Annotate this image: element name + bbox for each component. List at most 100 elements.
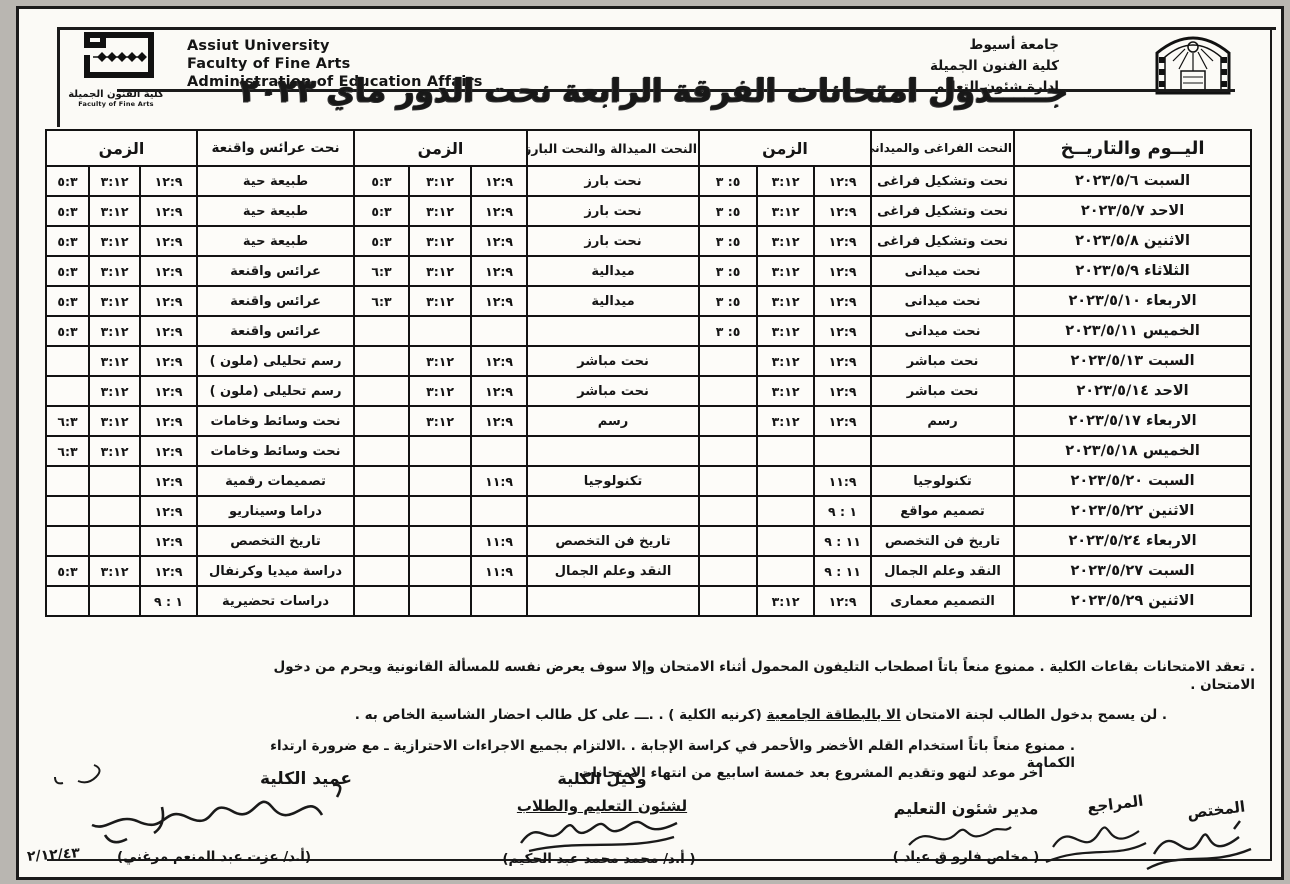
time-cell bbox=[88, 465, 142, 497]
time-cell: ١٢:٩ bbox=[813, 315, 873, 347]
time-cell bbox=[44, 465, 91, 497]
time-cell: ٣:١٢ bbox=[756, 225, 816, 257]
time-cell bbox=[698, 435, 759, 467]
time-cell bbox=[353, 405, 411, 437]
col-header-subject3: نحت عرائس واقنعة bbox=[196, 129, 356, 167]
subject-cell: رسم bbox=[870, 405, 1016, 437]
time-cell bbox=[756, 435, 816, 467]
subject-cell: دراسة ميديا وكرنفال bbox=[196, 555, 356, 587]
exam-table-body: السبت ٢٠٢٣/٥/٦ نحت وتشكيل فراغى ١٢:٩ ٣:١٢ ٥:… bbox=[44, 165, 1253, 617]
time-cell: ١٢:٩ bbox=[139, 495, 199, 527]
day-date-cell: الاربعاء ٢٠٢٣/٥/١٠ bbox=[1013, 285, 1253, 317]
time-cell: ٥:٣ bbox=[44, 285, 91, 317]
faculty-logo-caption-en: Faculty of Fine Arts bbox=[78, 100, 154, 108]
subject-cell: نحت وسائط وخامات bbox=[196, 435, 356, 467]
time-cell bbox=[408, 555, 473, 587]
table-row: الخميس ٢٠٢٣/٥/١١ نحت ميدانى ١٢:٩ ٣:١٢ ٥: ٣ عر… bbox=[44, 315, 1253, 347]
time-cell: ٥:٣ bbox=[44, 195, 91, 227]
day-date-cell: الاربعاء ٢٠٢٣/٥/٢٤ bbox=[1013, 525, 1253, 557]
time-cell: ٣:١٢ bbox=[88, 435, 142, 467]
time-cell bbox=[88, 495, 142, 527]
subject-cell: نحت بارز bbox=[526, 225, 701, 257]
subject-cell: ميدالية bbox=[526, 255, 701, 287]
time-cell: ٥:٣ bbox=[44, 315, 91, 347]
time-cell bbox=[408, 465, 473, 497]
time-cell: ١٢:٩ bbox=[813, 165, 873, 197]
time-cell bbox=[44, 585, 91, 617]
time-cell: ٥:٣ bbox=[353, 225, 411, 257]
time-cell: ٥:٣ bbox=[353, 195, 411, 227]
time-cell bbox=[353, 555, 411, 587]
time-cell: ١٢:٩ bbox=[470, 255, 529, 287]
time-cell bbox=[353, 465, 411, 497]
time-cell: ١٢:٩ bbox=[139, 195, 199, 227]
note-underlined-part: الا بالبطاقة الجامعية bbox=[766, 707, 901, 724]
subject-cell: نحت وتشكيل فراغى bbox=[870, 165, 1016, 197]
header-en-line2: Faculty of Fine Arts bbox=[187, 56, 351, 73]
time-cell: ٥:٣ bbox=[353, 165, 411, 197]
time-cell bbox=[698, 495, 759, 527]
time-cell: ٥: ٣ bbox=[698, 225, 759, 257]
note-id-card: . لن يسمح بدخول الطالب لجنة الامتحان الا… bbox=[354, 707, 1167, 724]
subject-cell: عرائس واقنعة bbox=[196, 285, 356, 317]
time-cell: ١١:٩ bbox=[470, 525, 529, 557]
time-cell bbox=[44, 345, 91, 377]
subject-cell: ميدالية bbox=[526, 285, 701, 317]
signature-role-director: مدير شئون التعليم bbox=[893, 799, 1039, 818]
header-en-line1: Assiut University bbox=[187, 38, 330, 54]
time-cell bbox=[698, 525, 759, 557]
time-cell: ١٢:٩ bbox=[470, 165, 529, 197]
table-row: السبت ٢٠٢٣/٥/٢٧ النقد وعلم الجمال ١١ : ٩ ال… bbox=[44, 555, 1253, 587]
signature-role-dean: عميد الكلية bbox=[260, 769, 352, 789]
time-cell: ٣:١٢ bbox=[756, 165, 816, 197]
time-cell: ٣:١٢ bbox=[408, 345, 473, 377]
time-cell: ١٢:٩ bbox=[139, 255, 199, 287]
subject-cell: تاريخ التخصص bbox=[196, 525, 356, 557]
time-cell: ١١:٩ bbox=[470, 555, 529, 587]
day-date-cell: الاثنين ٢٠٢٣/٥/٢٢ bbox=[1013, 495, 1253, 527]
header-ar-line1: جامعة أسيوط bbox=[969, 37, 1059, 53]
time-cell bbox=[408, 495, 473, 527]
page-title: جـــــدول امتحانات الفرقة الرابعة نحت ال… bbox=[240, 72, 1068, 110]
time-cell: ١ : ٩ bbox=[813, 495, 873, 527]
subject-cell: رسم تحليلى (ملون ) bbox=[196, 345, 356, 377]
time-cell: ٥: ٣ bbox=[698, 285, 759, 317]
subject-cell: تصميم مواقع bbox=[870, 495, 1016, 527]
col-header-day: اليــوم والتاريــخ bbox=[1013, 129, 1253, 167]
time-cell bbox=[44, 525, 91, 557]
time-cell: ٣:١٢ bbox=[756, 345, 816, 377]
time-cell: ١٢:٩ bbox=[470, 285, 529, 317]
time-cell: ٥:٣ bbox=[44, 555, 91, 587]
time-cell: ٣:١٢ bbox=[756, 315, 816, 347]
time-cell: ١١:٩ bbox=[470, 465, 529, 497]
time-cell bbox=[353, 435, 411, 467]
time-cell: ٣:١٢ bbox=[408, 285, 473, 317]
time-cell bbox=[353, 345, 411, 377]
time-cell bbox=[698, 465, 759, 497]
signature-dean-icon bbox=[91, 783, 342, 844]
time-cell bbox=[756, 465, 816, 497]
time-cell: ١٢:٩ bbox=[139, 315, 199, 347]
time-cell bbox=[408, 525, 473, 557]
time-cell: ٣:١٢ bbox=[88, 315, 142, 347]
time-cell: ١٢:٩ bbox=[470, 375, 529, 407]
subject-cell: نحت مباشر bbox=[870, 345, 1016, 377]
subject-cell: نحت وتشكيل فراغى bbox=[870, 195, 1016, 227]
time-cell bbox=[698, 555, 759, 587]
time-cell bbox=[756, 525, 816, 557]
header-english: Assiut University Faculty of Fine Arts A… bbox=[187, 37, 483, 91]
col-header-subject1: النحت الفراغى والميدانى bbox=[870, 129, 1016, 167]
signature-name-dean: (أ.د/ عزت عبد المنعم مرغني) bbox=[116, 849, 312, 865]
time-cell: ١٢:٩ bbox=[139, 375, 199, 407]
time-cell: ٣:١٢ bbox=[756, 585, 816, 617]
signature-name-vice-dean: ( أ.د/ محمد محمد عبد الحكيم) bbox=[502, 851, 696, 867]
time-cell: ١٢:٩ bbox=[139, 285, 199, 317]
time-cell bbox=[698, 585, 759, 617]
table-row: الاربعاء ٢٠٢٣/٥/١٧ رسم ١٢:٩ ٣:١٢ رسم ١٢:٩ ٣:١٢… bbox=[44, 405, 1253, 437]
subject-cell: تكنولوجيا bbox=[526, 465, 701, 497]
table-row: الاربعاء ٢٠٢٣/٥/١٠ نحت ميدانى ١٢:٩ ٣:١٢ ٥: ٣… bbox=[44, 285, 1253, 317]
subject-cell: نحت مباشر bbox=[526, 345, 701, 377]
time-cell bbox=[698, 375, 759, 407]
col-header-subject2: النحت الميدالة والنحت البارز bbox=[526, 129, 701, 167]
